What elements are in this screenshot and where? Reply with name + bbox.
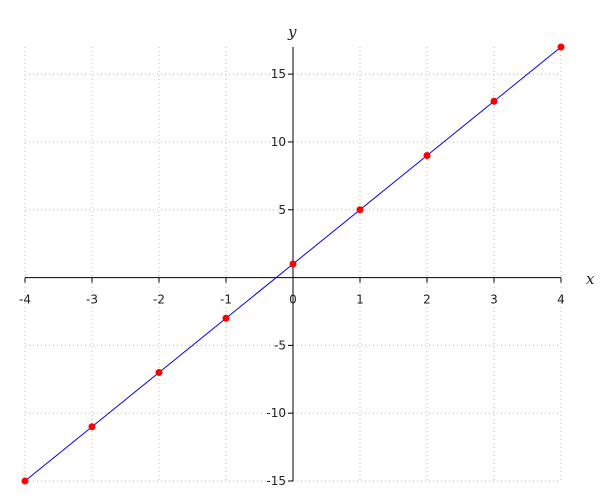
y-tick-label: 15 xyxy=(271,67,286,81)
data-point xyxy=(222,314,230,322)
x-tick-label: -2 xyxy=(153,293,165,307)
data-point xyxy=(21,477,29,485)
y-tick-label: -15 xyxy=(266,474,286,488)
data-point xyxy=(423,152,431,159)
data-point xyxy=(557,43,565,51)
x-tick-label: 1 xyxy=(356,293,364,307)
x-tick-label: -1 xyxy=(220,293,232,307)
data-point xyxy=(155,369,163,376)
x-tick-label: 4 xyxy=(557,293,565,307)
x-tick-label: -3 xyxy=(86,293,98,307)
y-tick-label: -5 xyxy=(274,338,286,352)
y-axis-label: y xyxy=(287,23,297,41)
data-point xyxy=(289,260,297,268)
x-tick-label: 2 xyxy=(423,293,431,307)
data-point xyxy=(356,206,364,214)
x-tick-label: 3 xyxy=(490,293,498,307)
y-tick-label: 10 xyxy=(271,135,286,149)
data-point xyxy=(490,97,498,105)
y-tick-label: -10 xyxy=(266,406,286,420)
data-point xyxy=(88,423,96,431)
series xyxy=(21,43,565,485)
x-axis-label: x xyxy=(586,270,595,288)
x-tick-label: -4 xyxy=(19,293,31,307)
x-tick-label: 0 xyxy=(289,293,297,307)
y-tick-label: 5 xyxy=(278,203,286,217)
